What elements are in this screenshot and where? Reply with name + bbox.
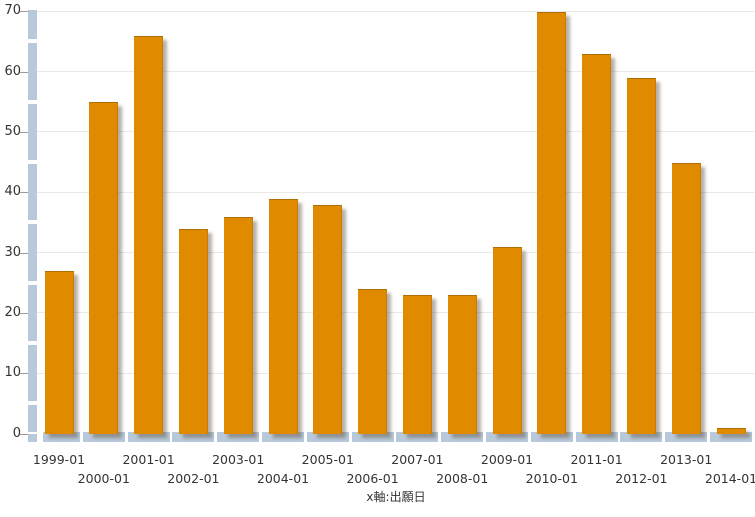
x-tick-label: 2012-01	[615, 471, 668, 486]
x-tick-label: 2008-01	[436, 471, 489, 486]
x-tick-label: 2003-01	[212, 452, 265, 467]
axis-corner-block	[28, 434, 37, 442]
y-tick-label: 40	[4, 184, 21, 200]
x-axis-segment	[262, 432, 304, 442]
x-axis-segment	[530, 432, 573, 442]
x-tick-label: 2004-01	[256, 471, 310, 486]
x-axis-segment	[82, 432, 125, 442]
x-axis-segment	[306, 432, 349, 442]
x-tick-label: 2007-01	[391, 452, 444, 467]
y-axis-minor-tick-gap	[28, 160, 37, 164]
x-axis-segment	[127, 432, 170, 442]
y-tick-label: 60	[4, 63, 21, 79]
y-tick-mark	[20, 433, 28, 435]
grid-line	[37, 252, 755, 253]
x-axis-segment	[620, 432, 663, 442]
y-tick-mark	[20, 312, 28, 314]
y-tick-mark	[20, 192, 28, 194]
y-tick-mark	[20, 71, 28, 73]
bar-2008-01[interactable]	[447, 295, 477, 434]
x-axis-segment	[441, 432, 484, 442]
x-tick-label: 2013-01	[660, 452, 713, 467]
bar-2005-01[interactable]	[313, 205, 343, 434]
bar-2011-01[interactable]	[582, 54, 612, 434]
grid-line	[37, 71, 755, 73]
bar-2010-01[interactable]	[537, 12, 567, 434]
x-tick-label: 1999-01	[32, 452, 86, 467]
x-axis-segment	[710, 432, 752, 442]
bar-2014-01[interactable]	[716, 428, 746, 434]
grid-line	[37, 372, 755, 374]
y-tick-label: 30	[4, 244, 21, 260]
x-tick-label: 2006-01	[346, 471, 399, 486]
y-tick-label: 0	[12, 425, 21, 441]
bar-2006-01[interactable]	[358, 289, 388, 434]
x-tick-label: 2002-01	[167, 471, 220, 486]
x-axis-segment	[486, 432, 528, 442]
bar-2004-01[interactable]	[268, 199, 298, 434]
x-axis-title: x軸:出願日	[366, 490, 426, 504]
x-tick-label: 2009-01	[480, 452, 534, 467]
x-tick-label: 2010-01	[525, 471, 578, 486]
x-axis-segment	[217, 432, 260, 442]
x-axis-segment	[172, 432, 215, 442]
y-axis-minor-tick-gap	[28, 220, 37, 225]
bar-2013-01[interactable]	[671, 163, 701, 434]
x-tick-label: 2000-01	[77, 471, 130, 486]
y-axis-minor-tick-gap	[28, 39, 37, 44]
x-axis-segment	[665, 432, 708, 442]
bar-2009-01[interactable]	[492, 247, 522, 434]
x-axis-segment	[575, 432, 618, 442]
y-tick-mark	[20, 131, 28, 133]
bar-2000-01[interactable]	[89, 102, 119, 434]
y-axis-minor-tick-gap	[28, 99, 37, 104]
y-tick-mark	[20, 252, 28, 254]
grid-line	[37, 191, 755, 193]
x-tick-label: 2011-01	[570, 452, 623, 467]
y-tick-mark	[20, 11, 28, 13]
y-tick-label: 20	[4, 304, 21, 320]
bar-2001-01[interactable]	[134, 36, 164, 434]
x-tick-label: 2005-01	[301, 452, 354, 467]
grid-line	[37, 131, 755, 133]
x-axis-segment	[43, 432, 80, 442]
bar-2012-01[interactable]	[626, 78, 656, 434]
grid-line	[37, 312, 755, 314]
bar-1999-01[interactable]	[44, 271, 74, 434]
y-tick-label: 50	[4, 123, 21, 139]
x-tick-label: 2001-01	[122, 452, 175, 467]
bar-2007-01[interactable]	[402, 295, 432, 434]
grid-line	[37, 10, 755, 12]
y-tick-label: 70	[4, 3, 21, 19]
x-axis-segment	[351, 432, 394, 442]
y-axis-minor-tick-gap	[28, 280, 37, 285]
y-axis-minor-tick-gap	[28, 401, 37, 406]
x-tick-label: 2014-01	[704, 471, 755, 486]
y-axis-minor-tick-gap	[28, 341, 37, 345]
bar-2002-01[interactable]	[178, 229, 208, 434]
y-tick-mark	[20, 373, 28, 375]
bar-2003-01[interactable]	[223, 217, 253, 434]
x-axis-segment	[396, 432, 439, 442]
y-tick-label: 10	[4, 365, 21, 381]
